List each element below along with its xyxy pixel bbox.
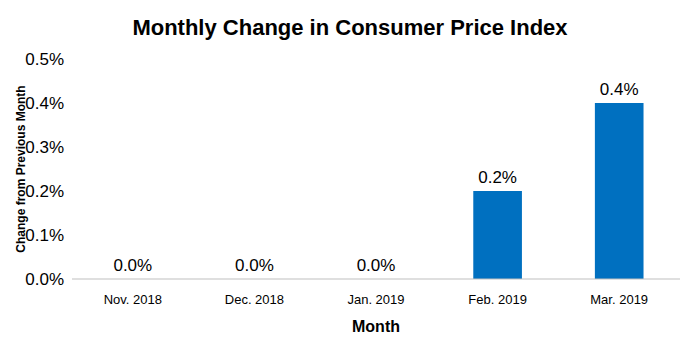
- x-tick-label: Mar. 2019: [590, 292, 648, 307]
- chart-container: Monthly Change in Consumer Price IndexCh…: [0, 0, 700, 350]
- x-axis-line: [72, 279, 680, 280]
- y-tick: [69, 103, 72, 104]
- y-tick: [69, 147, 72, 148]
- bar: [595, 103, 644, 279]
- y-tick: [69, 279, 72, 280]
- y-tick-label: 0.3%: [25, 138, 64, 157]
- data-label: 0.4%: [600, 80, 639, 99]
- y-tick: [69, 191, 72, 192]
- x-tick-label: Feb. 2019: [468, 292, 527, 307]
- y-tick-label: 0.5%: [25, 50, 64, 69]
- bars: [473, 103, 643, 279]
- data-label: 0.0%: [357, 256, 396, 275]
- background: [0, 0, 700, 350]
- bar: [473, 191, 522, 279]
- y-tick-label: 0.2%: [25, 182, 64, 201]
- data-label: 0.0%: [235, 256, 274, 275]
- chart-svg: Monthly Change in Consumer Price IndexCh…: [0, 0, 700, 350]
- y-tick: [69, 235, 72, 236]
- x-axis-title: Month: [352, 318, 400, 335]
- data-label: 0.0%: [113, 256, 152, 275]
- y-tick-label: 0.4%: [25, 94, 64, 113]
- y-tick: [69, 59, 72, 60]
- chart-title: Monthly Change in Consumer Price Index: [132, 15, 568, 40]
- x-tick-label: Nov. 2018: [104, 292, 162, 307]
- data-label: 0.2%: [478, 168, 517, 187]
- x-tick-label: Dec. 2018: [225, 292, 284, 307]
- y-tick-label: 0.0%: [25, 270, 64, 289]
- x-tick-label: Jan. 2019: [347, 292, 404, 307]
- y-tick-label: 0.1%: [25, 226, 64, 245]
